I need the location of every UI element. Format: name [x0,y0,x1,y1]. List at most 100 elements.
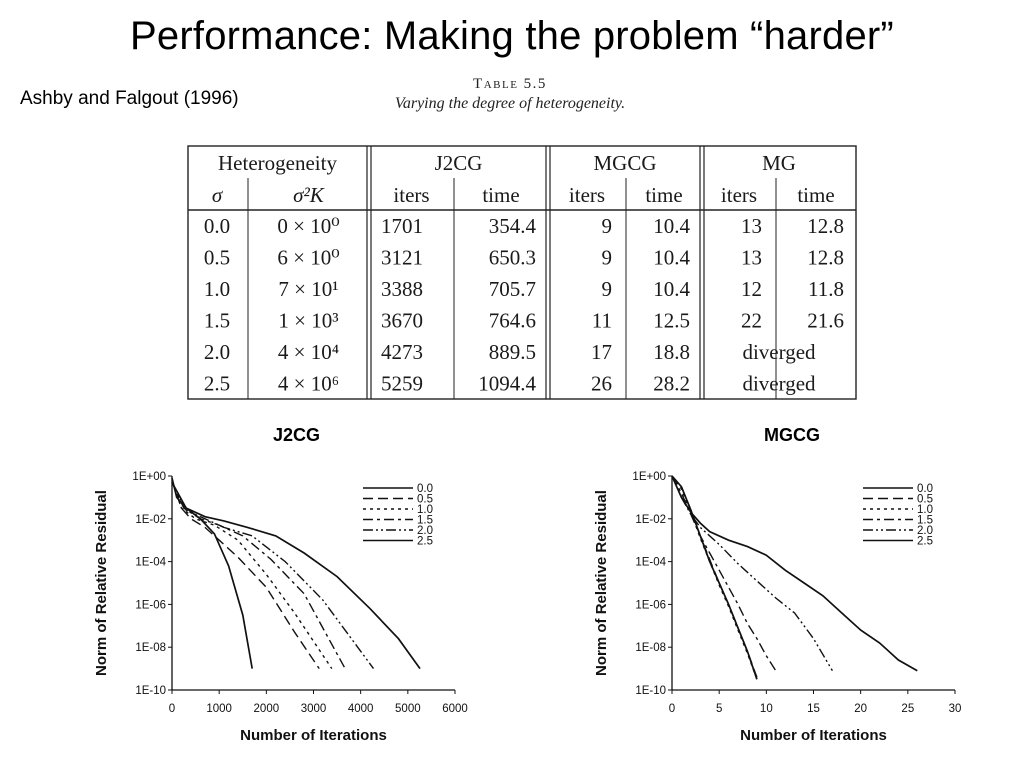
table-group-header: Heterogeneity [218,151,337,175]
table-cell: 21.6 [807,309,844,333]
y-tick-label: 1E-10 [635,685,666,697]
legend-label: 2.5 [417,536,433,548]
table-cell: 3121 [381,246,423,270]
table-cell: 1 × 10³ [278,309,338,333]
table-cell: 4273 [381,340,423,364]
table-group-header: MGCG [593,151,656,175]
table-cell: 6 × 10⁰ [277,246,339,270]
x-tick-label: 3000 [301,703,327,715]
table-cell: 4 × 10⁶ [278,372,339,396]
mgcg-chart: 1E+00 1E-02 1E-04 1E-06 1E-08 1E-100 5 10 15 20 25… [593,471,962,744]
table-sub-header: time [482,183,519,207]
table-sub-header: time [645,183,682,207]
series-line-1-0 [671,475,758,680]
table-cell: 2.0 [204,340,230,364]
x-tick-label: 6000 [442,703,468,715]
x-tick-label: 20 [854,703,867,715]
table-cell-diverged: diverged [742,340,816,364]
x-tick-label: 5000 [395,703,421,715]
table-cell: 12.8 [807,214,844,238]
table-cell: 650.3 [489,246,536,270]
table-caption: Table 5.5 Varying the degree of heteroge… [300,76,720,113]
x-axis-label: Number of Iterations [740,727,887,744]
legend-label: 1.0 [417,504,433,516]
y-axis-label: Norm of Relative Residual [593,490,610,676]
table-cell: 11 [592,309,612,333]
table-cell: 1701 [381,214,423,238]
table-cell: 0 × 10⁰ [277,214,339,238]
table-row: 2.0 4 × 10⁴ 4273 889.5 17 18.8 diverged [204,340,816,364]
table-cell: 0.0 [204,214,230,238]
table-cell: 0.5 [204,246,230,270]
table-row: 2.5 4 × 10⁶ 5259 1094.4 26 28.2 diverged [204,372,816,396]
table-row: 1.0 7 × 10¹ 3388 705.7 9 10.4 12 11.8 [204,277,844,301]
y-tick-label: 1E-08 [635,642,666,654]
x-tick-label: 2000 [254,703,280,715]
table-sub-header: σ²K [293,183,325,207]
table-caption-text: Varying the degree of heterogeneity. [394,95,626,112]
table-cell: 889.5 [489,340,536,364]
x-tick-label: 5 [716,703,722,715]
x-tick-label: 25 [901,703,914,715]
table-cell: 705.7 [489,277,536,301]
table-cell: 12.5 [653,309,690,333]
table-cell: 18.8 [653,340,690,364]
y-tick-label: 1E-04 [635,557,666,569]
table-cell: 13 [741,214,762,238]
mgcg-chart-title: MGCG [764,425,820,445]
table-cell: 12.8 [807,246,844,270]
y-tick-label: 1E-06 [135,599,166,611]
table-cell: 4 × 10⁴ [278,340,339,364]
legend-label: 1.0 [917,504,933,516]
table-cell: 12 [741,277,762,301]
x-tick-label: 30 [949,703,962,715]
table-cell: 9 [602,214,613,238]
x-tick-label: 0 [669,703,675,715]
table-caption-number: Table 5.5 [473,76,547,92]
results-table: Heterogeneity J2CG MGCG MG σ σ²K iters time iter… [187,145,857,400]
x-tick-label: 15 [807,703,820,715]
table-cell: 764.6 [489,309,536,333]
legend-label: 0.0 [917,483,933,495]
x-tick-label: 0 [169,703,175,715]
y-tick-label: 1E+00 [132,471,166,483]
table-sub-header: time [797,183,834,207]
series-line-0-5 [671,475,758,678]
table-cell: 13 [741,246,762,270]
legend-label: 1.5 [917,515,933,527]
table-cell: 28.2 [653,372,690,396]
y-tick-label: 1E-10 [135,685,166,697]
y-tick-label: 1E+00 [632,471,666,483]
x-axis-label: Number of Iterations [240,727,387,744]
j2cg-chart-title: J2CG [273,425,321,445]
table-cell: 5259 [381,372,423,396]
table-cell: 3670 [381,309,423,333]
x-tick-label: 1000 [206,703,232,715]
series-line-0-5 [171,480,320,669]
series-line-1-5 [171,482,346,669]
table-cell: 1.5 [204,309,230,333]
table-cell: 9 [602,277,613,301]
y-tick-label: 1E-04 [135,557,166,569]
series-line-2-5 [671,475,918,672]
j2cg-chart: 1E+00 1E-02 1E-04 1E-06 1E-08 1E-100 1000 2000 3… [93,471,468,744]
table-cell: 1.0 [204,277,230,301]
citation: Ashby and Falgout (1996) [20,88,239,109]
series-line-1-5 [671,475,777,672]
legend-label: 2.0 [917,525,933,537]
table-sub-header: iters [393,183,429,207]
y-tick-label: 1E-08 [135,642,166,654]
legend-label: 2.5 [917,536,933,548]
series-line-0-0 [671,475,758,680]
legend-label: 2.0 [417,525,433,537]
x-tick-label: 4000 [348,703,374,715]
x-tick-label: 10 [760,703,773,715]
table-group-header: MG [762,151,796,175]
table-cell-diverged: diverged [742,372,816,396]
table-cell: 1094.4 [478,372,536,396]
slide-title: Performance: Making the problem “harder” [130,14,894,58]
table-cell: 22 [741,309,762,333]
table-group-header: J2CG [435,151,483,175]
table-sub-header: σ [212,183,224,207]
table-sub-header: iters [569,183,605,207]
